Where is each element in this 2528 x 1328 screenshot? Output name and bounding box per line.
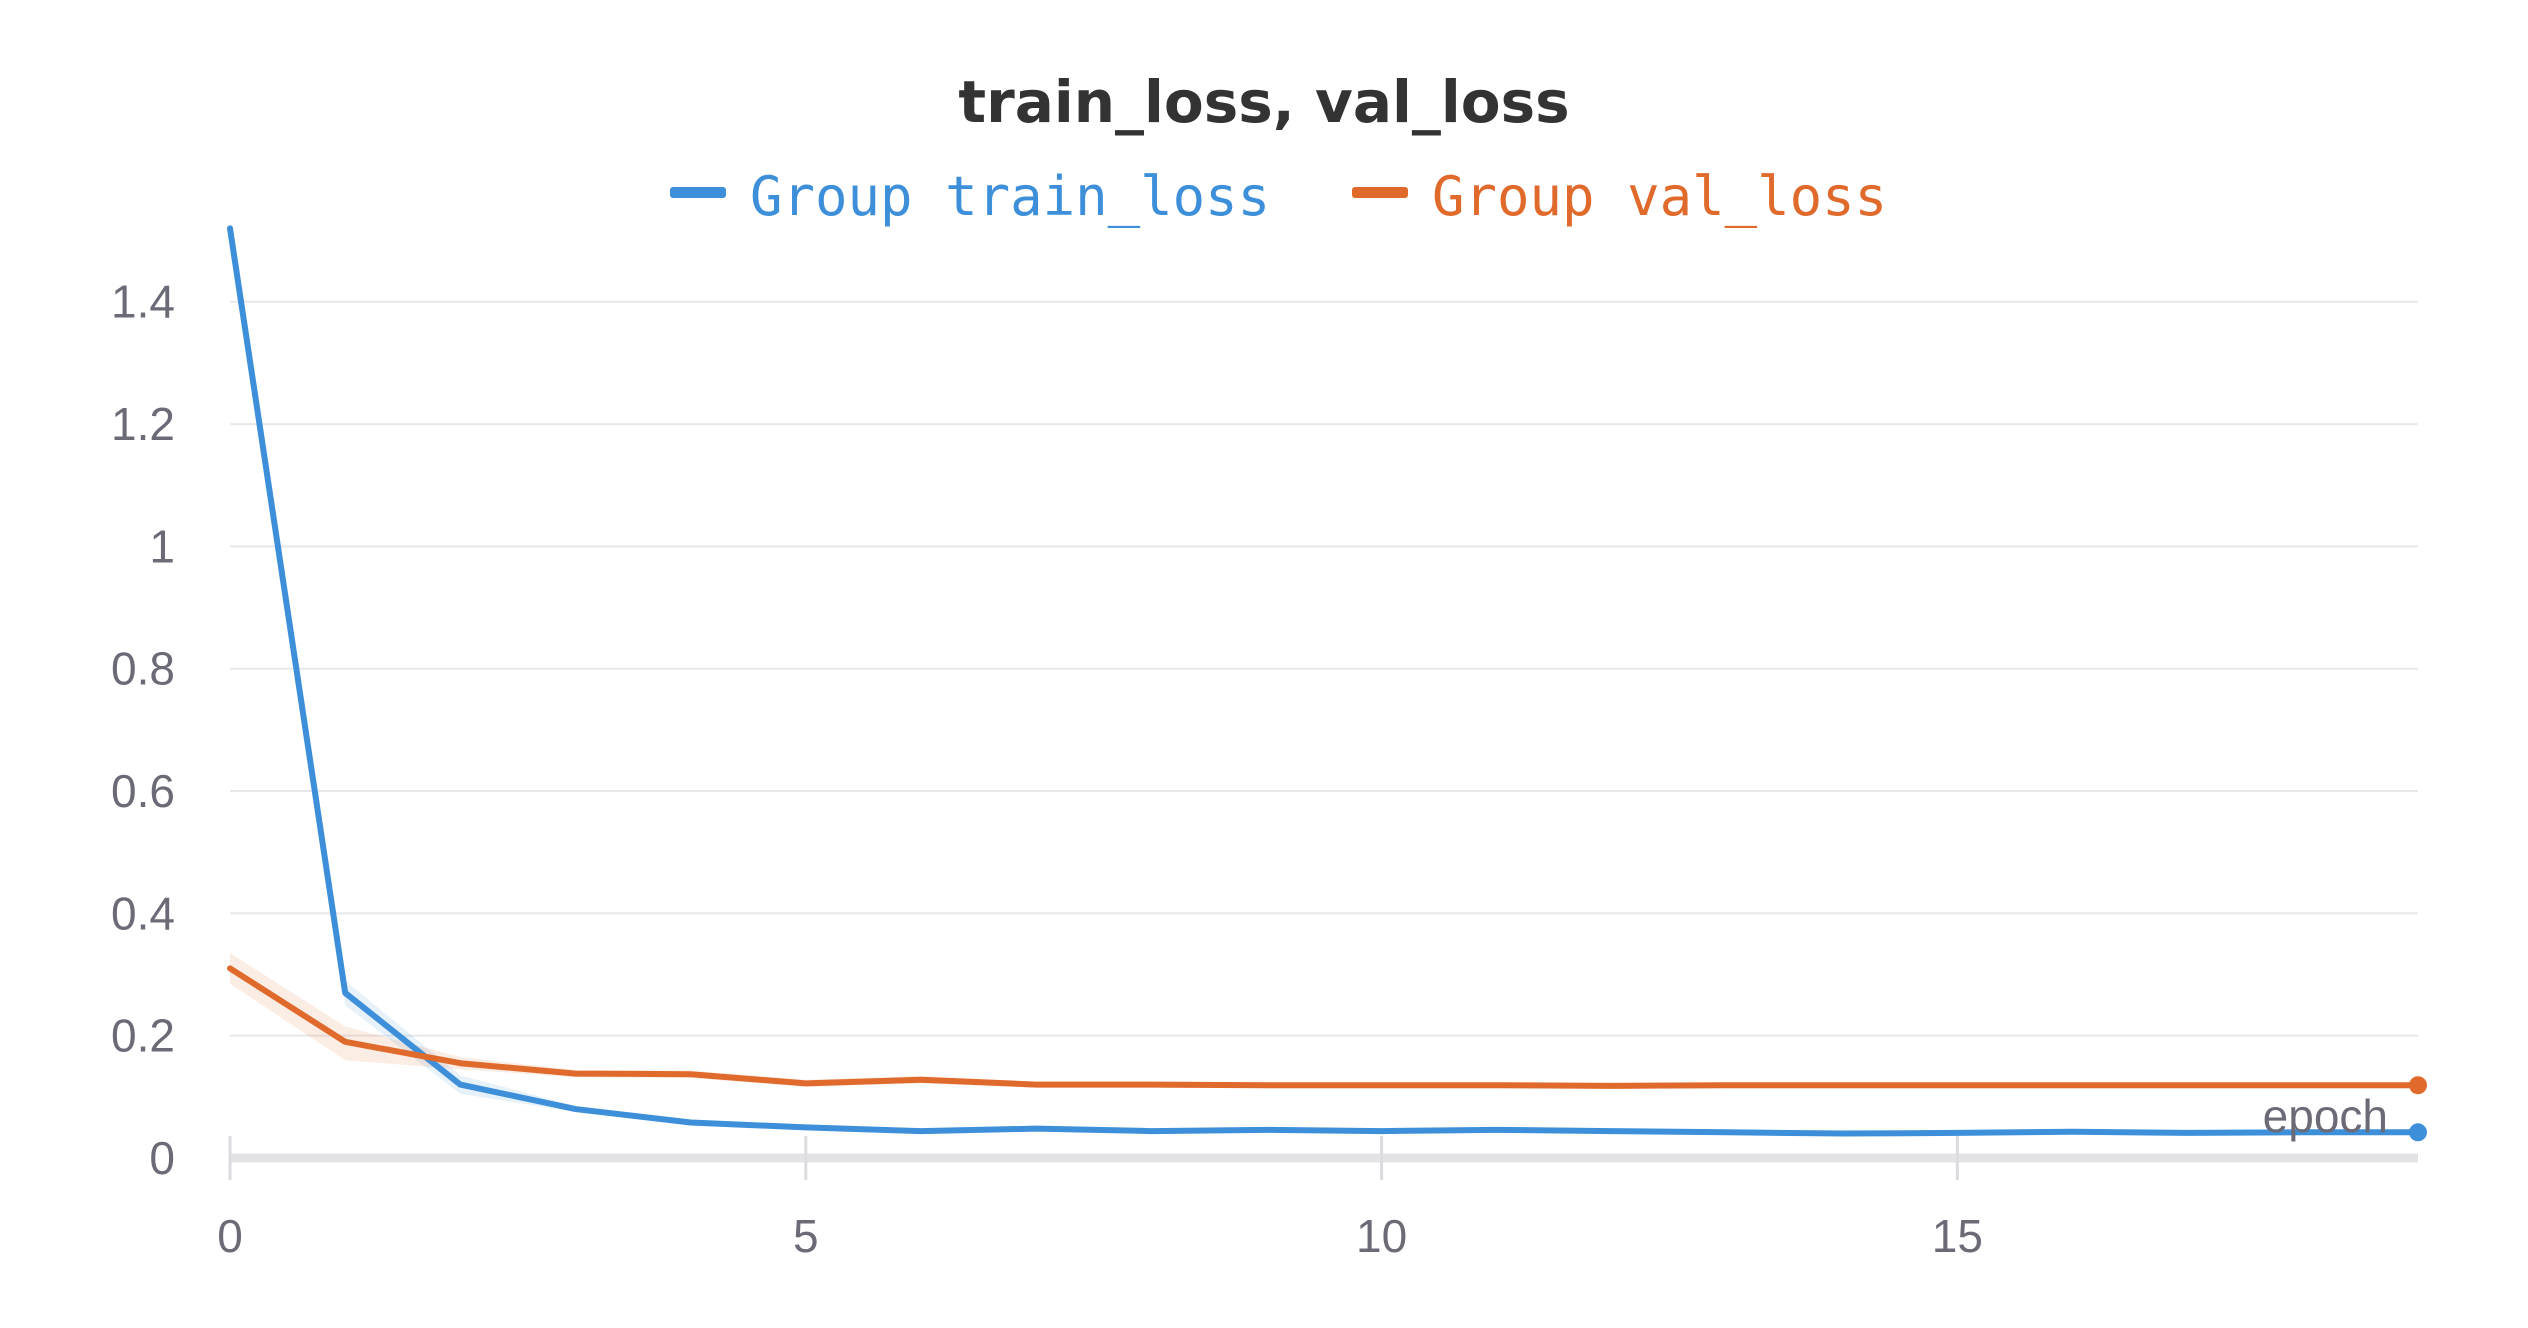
legend-item-val-loss[interactable]: Group val_loss [1352, 165, 1887, 228]
end-marker-val-loss[interactable] [2409, 1076, 2427, 1095]
x-tick-label: 0 [217, 1210, 243, 1262]
y-tick-label: 1.2 [111, 398, 175, 450]
x-axis-title: epoch [2263, 1090, 2388, 1142]
y-tick-label: 1.4 [111, 276, 175, 328]
series-line-val-loss[interactable] [227, 965, 2421, 1089]
y-axis: 0 0.2 0.4 0.6 0.8 1 1.2 1.4 [111, 276, 175, 1184]
legend[interactable]: Group train_loss Group val_loss [670, 165, 1887, 228]
series-line-train-loss[interactable] [227, 225, 2421, 1137]
gridlines [230, 300, 2418, 1037]
series-bands [230, 222, 2418, 1136]
chart-title: train_loss, val_loss [958, 68, 1569, 136]
legend-label-val-loss: Group val_loss [1432, 165, 1887, 228]
series-lines [227, 225, 2421, 1137]
x-tick-label: 15 [1932, 1210, 1983, 1262]
legend-item-train-loss[interactable]: Group train_loss [670, 165, 1270, 228]
y-tick-label: 1 [149, 520, 175, 572]
x-axis: 0 5 10 15 [217, 1136, 2418, 1262]
legend-swatch-train-loss [670, 187, 726, 198]
series-end-markers [2409, 1076, 2427, 1142]
y-tick-label: 0.8 [111, 643, 175, 695]
legend-swatch-val-loss [1352, 187, 1408, 198]
legend-label-train-loss: Group train_loss [750, 165, 1270, 228]
y-tick-label: 0.2 [111, 1010, 175, 1062]
band-train-loss [230, 222, 2418, 1136]
x-tick-label: 5 [793, 1210, 819, 1262]
x-tick-label: 10 [1356, 1210, 1407, 1262]
y-tick-label: 0 [149, 1132, 175, 1184]
y-tick-label: 0.6 [111, 765, 175, 817]
band-val-loss [230, 953, 2418, 1089]
y-tick-label: 0.4 [111, 887, 175, 939]
end-marker-train-loss[interactable] [2409, 1123, 2427, 1142]
